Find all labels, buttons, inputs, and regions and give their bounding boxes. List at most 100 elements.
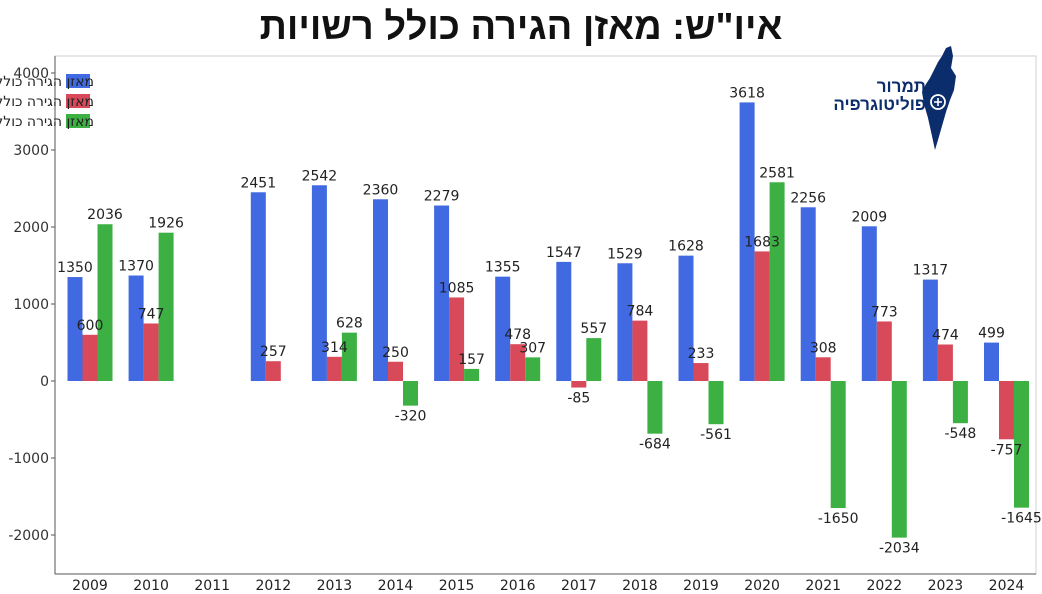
x-tick-label: 2009 bbox=[72, 578, 108, 594]
x-tick-label: 2016 bbox=[500, 578, 536, 594]
data-label: 308 bbox=[810, 340, 837, 356]
legend-swatch bbox=[66, 74, 90, 88]
data-labels-group: 1350 600 2036 1370 747 1926 2451 257 2542 314 628 2… bbox=[57, 85, 1042, 556]
bar bbox=[952, 381, 968, 424]
bar bbox=[250, 192, 266, 381]
bar bbox=[815, 357, 831, 381]
bar bbox=[143, 323, 159, 381]
data-label: -1650 bbox=[818, 511, 859, 527]
data-label: 1355 bbox=[485, 260, 521, 276]
data-label: 557 bbox=[580, 321, 607, 337]
bar bbox=[97, 224, 113, 381]
legend-entry: מאזן הגירה כולל מועצות אזוריות bbox=[0, 74, 94, 90]
data-label: -2034 bbox=[879, 541, 920, 557]
data-label: -85 bbox=[567, 391, 590, 407]
x-tick-label: 2012 bbox=[255, 578, 291, 594]
bar bbox=[449, 297, 465, 381]
data-label: 250 bbox=[382, 345, 409, 361]
data-label: -548 bbox=[945, 426, 977, 442]
legend-swatch bbox=[66, 114, 90, 128]
bar bbox=[510, 344, 526, 381]
data-label: 1683 bbox=[744, 234, 780, 250]
bar bbox=[1014, 381, 1029, 508]
bar bbox=[984, 342, 999, 381]
x-tick-label: 2018 bbox=[622, 578, 658, 594]
bar bbox=[464, 368, 480, 381]
data-label: 747 bbox=[138, 306, 165, 322]
bar bbox=[571, 381, 587, 388]
data-label: 1628 bbox=[668, 239, 704, 255]
bar bbox=[769, 182, 785, 381]
bar bbox=[708, 381, 724, 425]
data-label: -757 bbox=[991, 442, 1023, 458]
legend: מאזן הגירה כולל מועצות אזוריות מאזן הגירה… bbox=[0, 74, 94, 130]
data-label: 1085 bbox=[439, 280, 475, 296]
bar bbox=[128, 275, 144, 381]
x-axis: 2009 2010 2011 2012 2013 2014 2015 2016 2017 2018… bbox=[72, 578, 1024, 594]
data-label: 1317 bbox=[913, 263, 949, 279]
bar bbox=[922, 279, 938, 381]
y-tick-label: -1000 bbox=[8, 451, 49, 467]
bar bbox=[67, 277, 83, 381]
data-label: 314 bbox=[321, 340, 348, 356]
legend-entry: מאזן הגירה כולל ערים bbox=[0, 114, 94, 130]
x-tick-label: 2014 bbox=[378, 578, 414, 594]
bar bbox=[434, 205, 450, 381]
data-label: -320 bbox=[395, 409, 427, 425]
y-axis: 4000 3000 2000 1000 0 -1000 -2000 bbox=[8, 66, 55, 544]
bar bbox=[693, 363, 709, 381]
data-label: 499 bbox=[978, 326, 1005, 342]
data-label: 2036 bbox=[87, 207, 123, 223]
bar bbox=[861, 226, 877, 381]
data-label: 257 bbox=[260, 344, 287, 360]
bar bbox=[341, 332, 357, 381]
bar bbox=[617, 263, 633, 381]
bar bbox=[586, 338, 602, 381]
data-label: 628 bbox=[336, 316, 363, 332]
logo-text-line2: פוליטוגרפיה bbox=[833, 95, 926, 114]
data-label: -1645 bbox=[1001, 511, 1042, 527]
bar bbox=[739, 102, 755, 381]
logo: תמרור פוליטוגרפיה bbox=[826, 46, 966, 156]
data-label: 2360 bbox=[363, 182, 399, 198]
data-label: 2279 bbox=[424, 189, 460, 205]
bar bbox=[158, 232, 174, 381]
x-tick-label: 2019 bbox=[683, 578, 719, 594]
bar bbox=[800, 207, 816, 381]
data-label: 1529 bbox=[607, 246, 643, 262]
x-tick-label: 2017 bbox=[561, 578, 597, 594]
data-label: 2581 bbox=[759, 165, 795, 181]
bar bbox=[388, 361, 403, 381]
logo-text-line1: תמרור bbox=[876, 77, 926, 96]
bar bbox=[403, 381, 418, 406]
data-label: 157 bbox=[458, 352, 485, 368]
bar bbox=[647, 381, 663, 434]
bar bbox=[311, 185, 327, 381]
bar bbox=[678, 255, 694, 381]
y-tick-label: 2000 bbox=[13, 220, 49, 236]
x-tick-label: 2010 bbox=[133, 578, 169, 594]
data-label: 2009 bbox=[851, 209, 887, 225]
y-tick-label: -2000 bbox=[8, 528, 49, 544]
x-tick-label: 2023 bbox=[928, 578, 964, 594]
bar bbox=[265, 361, 281, 381]
x-tick-label: 2015 bbox=[439, 578, 475, 594]
bar bbox=[556, 261, 572, 381]
data-label: 478 bbox=[504, 327, 531, 343]
bars-group bbox=[67, 102, 1029, 538]
data-label: 1926 bbox=[148, 216, 184, 232]
data-label: 773 bbox=[871, 304, 898, 320]
x-tick-label: 2024 bbox=[989, 578, 1025, 594]
data-label: 600 bbox=[77, 318, 104, 334]
data-label: 1370 bbox=[118, 259, 154, 275]
data-label: 307 bbox=[519, 340, 546, 356]
bar bbox=[876, 321, 892, 381]
bar bbox=[754, 251, 770, 381]
bar bbox=[632, 320, 648, 381]
data-label: -561 bbox=[700, 427, 732, 443]
data-label: 1547 bbox=[546, 245, 582, 261]
y-tick-label: 4000 bbox=[13, 66, 49, 82]
legend-entry: מאזן הגירה כולל מועצות מקומיות bbox=[0, 94, 94, 110]
x-tick-label: 2021 bbox=[805, 578, 841, 594]
